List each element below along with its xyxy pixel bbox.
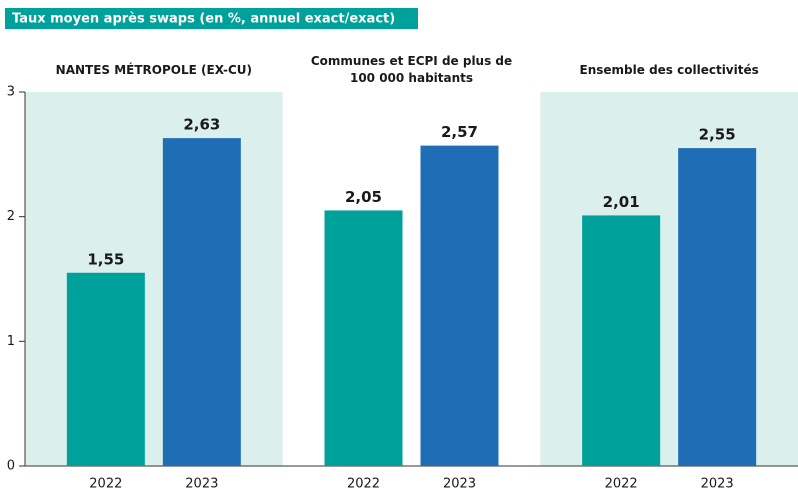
bar	[678, 148, 757, 466]
chart-title: Taux moyen après swaps (en %, annuel exa…	[12, 12, 395, 27]
title-box	[5, 8, 418, 29]
value-label: 2,05	[345, 188, 382, 206]
bar	[420, 145, 499, 466]
x-tick-label: 2022	[89, 477, 122, 492]
value-label: 2,63	[183, 116, 220, 134]
y-tick-label: 3	[7, 85, 15, 100]
panel-background	[540, 92, 798, 466]
y-tick-label: 0	[7, 459, 15, 474]
bar	[162, 138, 241, 467]
bar	[582, 215, 661, 466]
x-tick-label: 2023	[443, 477, 476, 492]
y-tick-label: 2	[7, 209, 15, 224]
value-label: 1,55	[87, 250, 124, 268]
x-tick-label: 2023	[185, 477, 218, 492]
x-tick-label: 2022	[605, 477, 638, 492]
x-tick-label: 2022	[347, 477, 380, 492]
value-label: 2,55	[699, 126, 736, 144]
bar	[324, 210, 403, 466]
group-label: NANTES MÉTROPOLE (EX-CU)	[55, 62, 252, 77]
y-tick-label: 1	[7, 334, 15, 349]
value-label: 2,01	[603, 193, 640, 211]
x-tick-label: 2023	[701, 477, 734, 492]
group-label: Communes et ECPI de plus de 100 000 habi…	[310, 54, 513, 85]
bar	[66, 272, 145, 466]
panel-background	[25, 92, 283, 466]
group-label: Ensemble des collectivités	[579, 62, 759, 77]
value-label: 2,57	[441, 123, 478, 141]
